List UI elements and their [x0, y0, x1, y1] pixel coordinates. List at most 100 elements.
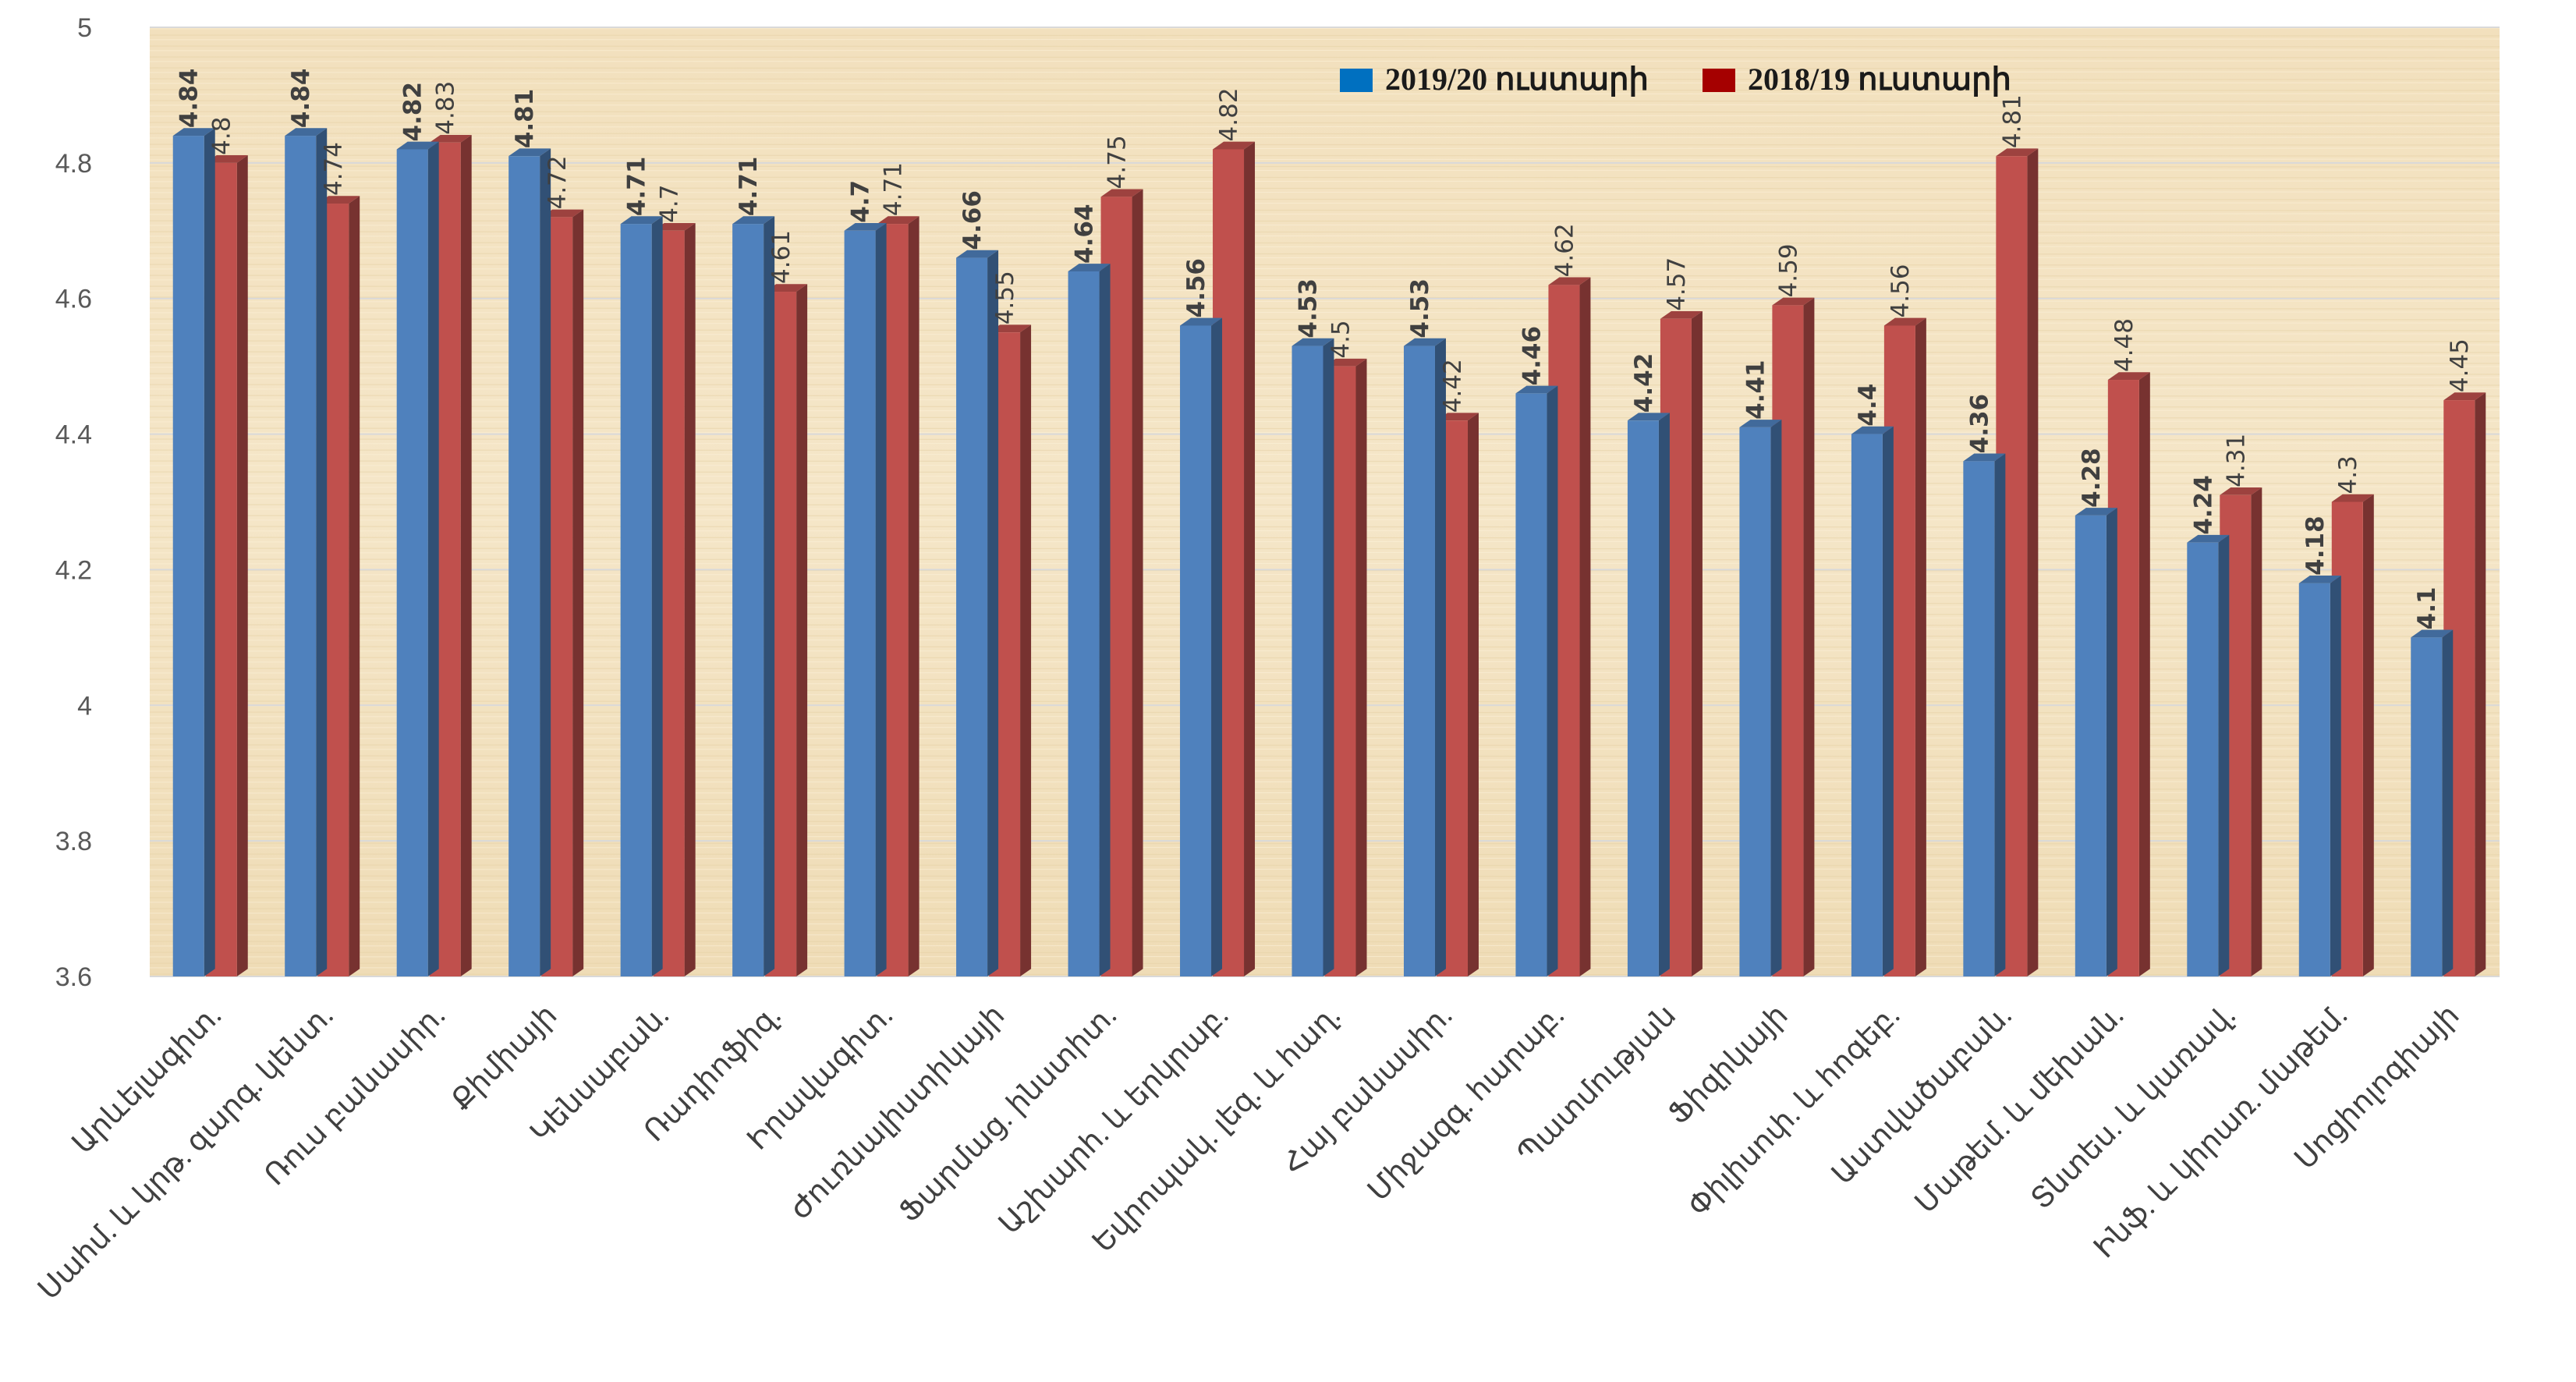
bar-series1 [844, 222, 887, 976]
x-category-label: Տնտես. և կառավ. [2025, 999, 2241, 1216]
bar-series1-top [1292, 338, 1334, 346]
y-tick-label: 4.6 [55, 285, 92, 314]
bar-series1-side [1547, 385, 1558, 977]
bar-series1-side [2442, 629, 2454, 976]
bar-series1-side [987, 250, 999, 976]
data-label-series1: 4.84 [287, 69, 315, 129]
bar-series2-top [541, 209, 584, 218]
data-label-series2: 4.82 [1215, 87, 1243, 141]
data-label-series1: 4.71 [735, 157, 763, 217]
x-category-label: Մաթեմ. և մեխան. [1909, 999, 2130, 1220]
data-label-series1: 4.71 [623, 157, 651, 217]
bar-series1-top [2187, 534, 2230, 543]
bar-series1-side [204, 128, 215, 976]
data-label-series2: 4.55 [991, 271, 1019, 324]
data-label-series2: 4.3 [2334, 455, 2362, 494]
bar-series1 [620, 216, 663, 976]
y-tick-label: 4 [77, 691, 92, 721]
bar-series2-top [1660, 310, 1703, 319]
bar-series2-top [1100, 189, 1143, 197]
bar-series1-top [1180, 317, 1223, 326]
bar-series2-top [1548, 277, 1591, 285]
bar-series1-top [2411, 629, 2454, 638]
bar-series2-side [572, 209, 584, 977]
bar-series1-front [620, 224, 652, 976]
bar-series1 [1963, 453, 2006, 976]
bar-series1 [1403, 338, 1446, 976]
data-label-series1: 4.36 [1965, 394, 1993, 454]
data-label-series2: 4.5 [1327, 320, 1355, 358]
bar-series2-side [1132, 189, 1143, 976]
bar-series2-side [2475, 392, 2486, 976]
bar-series1-top [2075, 508, 2117, 516]
legend-swatch [1703, 69, 1735, 92]
legend-label: 2018/19 ուստարի [1748, 62, 2011, 97]
bar-series1-side [1323, 338, 1334, 976]
x-category-label: Քիմիայի [445, 999, 564, 1118]
bar-series2-side [1579, 277, 1591, 976]
bar-series1 [1739, 420, 1782, 976]
bar-series2-side [2138, 372, 2150, 976]
bar-series2-side [908, 216, 919, 976]
data-label-series2: 4.81 [1998, 94, 2026, 148]
legend-item: 2018/19 ուստարի [1703, 62, 2011, 97]
data-label-series1: 4.46 [1518, 326, 1546, 386]
bar-series2-side [2251, 487, 2262, 976]
bar-series1-front [285, 136, 317, 977]
bar-series1-front [396, 149, 428, 976]
bar-series1-front [956, 257, 988, 976]
bar-series2-top [317, 196, 360, 204]
bar-series2-top [1436, 413, 1479, 421]
bar-series1 [956, 250, 999, 976]
bar-series2-top [205, 155, 248, 163]
x-category-label: Փիլիսոփ. և հոգեբ. [1682, 999, 1907, 1224]
data-label-series1: 4.53 [1406, 278, 1434, 338]
data-label-series2: 4.42 [1439, 359, 1467, 413]
legend-item: 2019/20 ուստարի [1340, 62, 1649, 97]
bar-series1-top [732, 216, 775, 225]
bar-series1-front [508, 156, 540, 976]
bar-series1-front [732, 224, 764, 976]
bar-series2-side [684, 222, 696, 976]
bar-series2-top [877, 216, 919, 225]
y-axis: 3.6 3.8 4 4.2 4.4 4.6 4.8 5 [55, 13, 92, 992]
data-label-series2: 4.56 [1887, 264, 1915, 317]
data-label-series2: 4.45 [2446, 338, 2474, 392]
bar-series2-top [2443, 392, 2486, 401]
data-label-series2: 4.83 [432, 81, 460, 135]
bar-series1 [2187, 534, 2230, 976]
bar-series1-front [1739, 427, 1771, 976]
bar-series1-side [1658, 413, 1670, 976]
data-label-series1: 4.1 [2413, 586, 2441, 629]
bar-series1-front [1515, 393, 1547, 976]
bar-series2-top [1772, 297, 1815, 306]
bar-series1-top [285, 128, 328, 136]
data-label-series2: 4.62 [1550, 223, 1579, 277]
bar-series1-front [1068, 271, 1100, 976]
data-label-series2: 4.31 [2222, 434, 2250, 487]
bar-series2-side [1355, 358, 1367, 976]
bar-series1-top [172, 128, 215, 136]
bar-series1 [285, 128, 328, 977]
bar-series1-front [1851, 434, 1883, 976]
bar-series2-top [653, 222, 696, 231]
bar-series1-side [1770, 420, 1782, 976]
bar-series1-front [1180, 325, 1212, 976]
bar-series1-side [1882, 426, 1894, 976]
bar-series1 [1068, 264, 1111, 977]
bar-series1-top [396, 141, 439, 150]
bar-series2-top [1324, 358, 1367, 367]
x-category-label: Ֆարմաց. ինստիտ. [893, 999, 1123, 1229]
bar-series1-front [1627, 420, 1659, 976]
data-label-series2: 4.57 [1663, 257, 1691, 311]
bar-series2-side [236, 155, 248, 977]
data-label-series2: 4.61 [767, 230, 795, 284]
data-label-series2: 4.8 [208, 117, 236, 155]
data-label-series1: 4.81 [511, 89, 539, 149]
x-category-label: Միջազգ. հարաբ. [1362, 999, 1571, 1208]
data-label-series1: 4.18 [2301, 516, 2330, 576]
bar-series1-top [1068, 264, 1111, 271]
data-label-series1: 4.42 [1630, 353, 1658, 413]
bar-series2-side [1244, 141, 1256, 977]
